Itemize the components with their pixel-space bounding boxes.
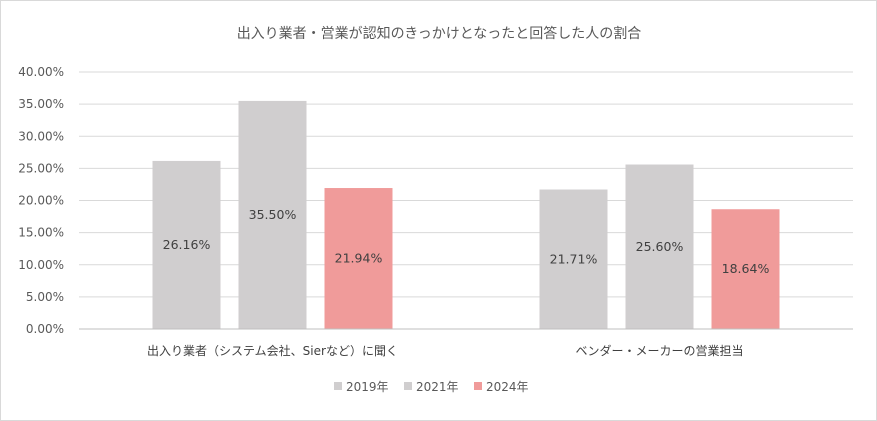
y-tick-label: 25.00% bbox=[18, 161, 64, 175]
y-tick-label: 10.00% bbox=[18, 258, 64, 272]
legend: 2019年 2021年 2024年 bbox=[334, 380, 529, 394]
data-label: 26.16% bbox=[163, 237, 211, 252]
category-label: 出入り業者（システム会社、Sierなど）に聞く bbox=[147, 343, 398, 358]
data-labels: 26.16% 35.50% 21.94% 21.71% 25.60% 18.64% bbox=[163, 207, 770, 276]
y-tick-label: 30.00% bbox=[18, 129, 64, 143]
data-label: 25.60% bbox=[636, 239, 684, 254]
y-tick-label: 15.00% bbox=[18, 226, 64, 240]
chart-title: 出入り業者・営業が認知のきっかけとなったと回答した人の割合 bbox=[237, 25, 642, 42]
legend-swatch bbox=[474, 382, 482, 390]
legend-label: 2024年 bbox=[486, 380, 529, 394]
bar-2024年-0 bbox=[324, 188, 393, 329]
legend-swatch bbox=[404, 382, 412, 390]
bar-2021年-0 bbox=[238, 100, 307, 329]
bars bbox=[152, 100, 780, 329]
y-tick-label: 40.00% bbox=[18, 65, 64, 79]
category-labels: 出入り業者（システム会社、Sierなど）に聞く ベンダー・メーカーの営業担当 bbox=[147, 343, 743, 358]
bar-2021年-1 bbox=[625, 164, 694, 329]
y-tick-label: 5.00% bbox=[26, 290, 64, 304]
y-tick-label: 35.00% bbox=[18, 97, 64, 111]
category-label: ベンダー・メーカーの営業担当 bbox=[575, 343, 743, 358]
data-label: 21.71% bbox=[550, 251, 598, 266]
data-label: 35.50% bbox=[249, 207, 297, 222]
legend-label: 2019年 bbox=[346, 380, 389, 394]
legend-label: 2021年 bbox=[416, 380, 459, 394]
data-label: 18.64% bbox=[722, 261, 770, 276]
bar-2024年-1 bbox=[711, 209, 780, 329]
bar-2019年-1 bbox=[539, 189, 608, 329]
legend-swatch bbox=[334, 382, 342, 390]
bar-2019年-0 bbox=[152, 160, 221, 329]
y-tick-label: 0.00% bbox=[26, 322, 64, 336]
y-axis-tick-labels: 0.00% 5.00% 10.00% 15.00% 20.00% 25.00% 30.00%… bbox=[18, 65, 64, 336]
y-tick-label: 20.00% bbox=[18, 194, 64, 208]
data-label: 21.94% bbox=[335, 251, 383, 266]
